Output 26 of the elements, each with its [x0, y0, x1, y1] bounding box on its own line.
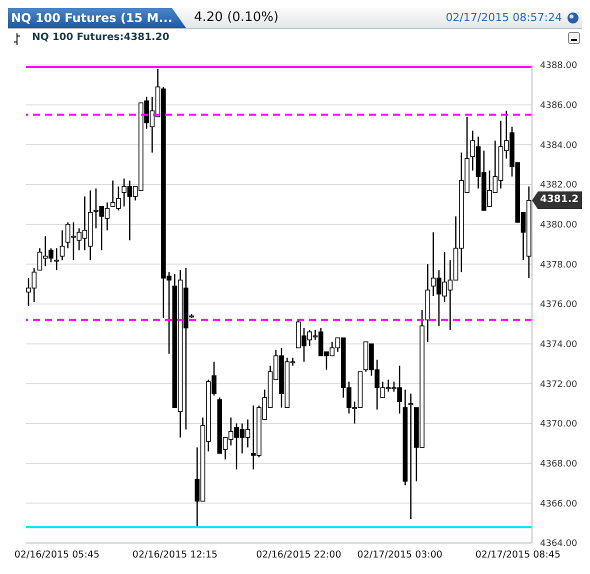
y-tick-label: 4376.00 — [540, 300, 578, 310]
y-tick-label: 4380.00 — [540, 220, 578, 231]
y-tick-label: 4372.00 — [540, 380, 578, 390]
y-tick-label: 4368.00 — [540, 460, 578, 470]
text: NQ 100 Futures:4381.20 — [32, 32, 170, 43]
x-tick-label: 02/17/2015 03:00 — [357, 550, 442, 561]
y-tick-label: 4386.00 — [540, 101, 578, 112]
y-tick-label: 4382.00 — [540, 180, 578, 191]
chart-subtitle: 4.20 (0.10%) — [194, 9, 279, 27]
y-tick-label: 4384.00 — [540, 140, 578, 151]
y-tick-label: 4366.00 — [540, 499, 578, 510]
y-tick-label: 4388.00 — [540, 61, 578, 72]
text: 02/17/2015 08:57:24 — [446, 10, 562, 26]
candlestick — [54, 248, 60, 271]
text: 4381.2 — [532, 191, 582, 210]
x-tick-label: 02/16/2015 05:45 — [14, 550, 100, 561]
y-tick-label: 4378.00 — [540, 260, 578, 270]
x-tick-label: 02/16/2015 22:00 — [256, 550, 342, 561]
x-tick-label: 02/17/2015 08:45 — [475, 550, 561, 561]
chart-title: NQ 100 Futures (15 M... — [8, 8, 189, 28]
candlestick — [60, 230, 65, 261]
y-tick-label: 4374.00 — [540, 340, 578, 350]
x-tick-label: 02/16/2015 12:15 — [132, 550, 218, 561]
candlestick — [408, 392, 414, 520]
y-tick-label: 4364.00 — [540, 539, 578, 550]
y-tick-label: 4370.00 — [540, 420, 578, 430]
